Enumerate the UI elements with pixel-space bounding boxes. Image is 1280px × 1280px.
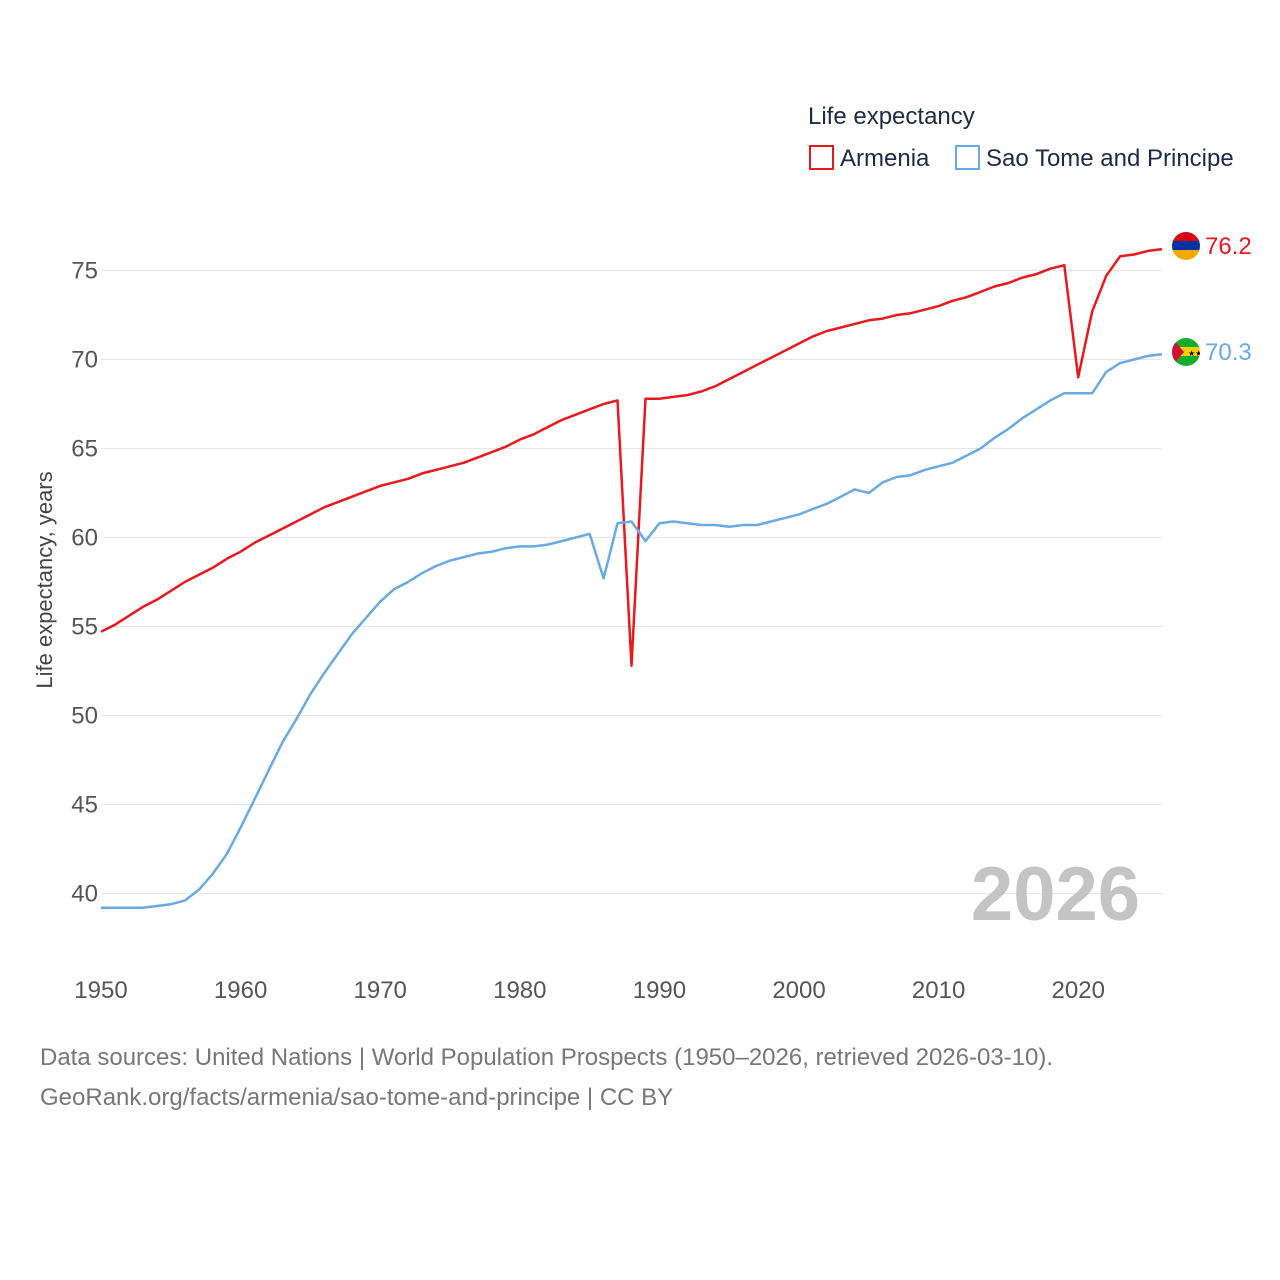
x-tick-label: 2020 <box>1052 977 1105 1004</box>
y-tick-label: 75 <box>71 258 98 285</box>
y-axis-ticks: 40 45 50 55 60 65 70 75 <box>71 258 98 908</box>
x-tick-label: 1950 <box>74 977 127 1004</box>
y-tick-label: 45 <box>71 792 98 819</box>
y-tick-label: 50 <box>71 703 98 730</box>
gridlines <box>101 270 1162 894</box>
series-line-armenia[interactable] <box>100 247 1163 667</box>
legend-swatch-sao-tome <box>955 145 980 170</box>
footer-sources: Data sources: United Nations | World Pop… <box>40 1044 1054 1071</box>
end-label-armenia: 76.2 <box>1205 233 1252 260</box>
life-expectancy-chart: 40 45 50 55 60 65 70 75 1950 1960 1970 1980 1990 200… <box>32 103 1252 1004</box>
armenia-flag-icon <box>1172 232 1200 260</box>
end-label-sao-tome: 70.3 <box>1205 339 1252 366</box>
y-tick-label: 40 <box>71 881 98 908</box>
x-tick-label: 2010 <box>912 977 965 1004</box>
legend: Life expectancy Armenia Sao Tome and Pri… <box>808 103 1234 172</box>
sao-tome-flag-icon: ★★ <box>1172 338 1202 366</box>
x-tick-label: 1970 <box>354 977 407 1004</box>
x-tick-label: 1960 <box>214 977 267 1004</box>
x-tick-label: 2000 <box>772 977 825 1004</box>
x-tick-label: 1990 <box>633 977 686 1004</box>
footer-attribution: GeoRank.org/facts/armenia/sao-tome-and-p… <box>40 1084 674 1111</box>
x-axis-ticks: 1950 1960 1970 1980 1990 2000 2010 2020 <box>74 977 1105 1004</box>
end-marker-armenia: 76.2 <box>1172 232 1252 260</box>
legend-item-armenia[interactable]: Armenia <box>809 145 930 172</box>
y-tick-label: 65 <box>71 436 98 463</box>
legend-label-sao-tome: Sao Tome and Principe <box>986 145 1234 172</box>
y-axis-title: Life expectancy, years <box>32 471 57 688</box>
legend-item-sao-tome[interactable]: Sao Tome and Principe <box>955 145 1234 172</box>
y-tick-label: 70 <box>71 347 98 374</box>
year-watermark: 2026 <box>971 852 1140 937</box>
y-tick-label: 60 <box>71 525 98 552</box>
legend-label-armenia: Armenia <box>840 145 930 172</box>
legend-title: Life expectancy <box>808 103 975 130</box>
series-lines <box>100 247 1163 909</box>
x-tick-label: 1980 <box>493 977 546 1004</box>
legend-swatch-armenia <box>809 145 834 170</box>
svg-text:★★: ★★ <box>1188 349 1202 358</box>
end-marker-sao-tome: ★★ 70.3 <box>1172 338 1252 366</box>
series-line-sao-tome-and-principe[interactable] <box>101 352 1163 909</box>
y-tick-label: 55 <box>71 614 98 641</box>
